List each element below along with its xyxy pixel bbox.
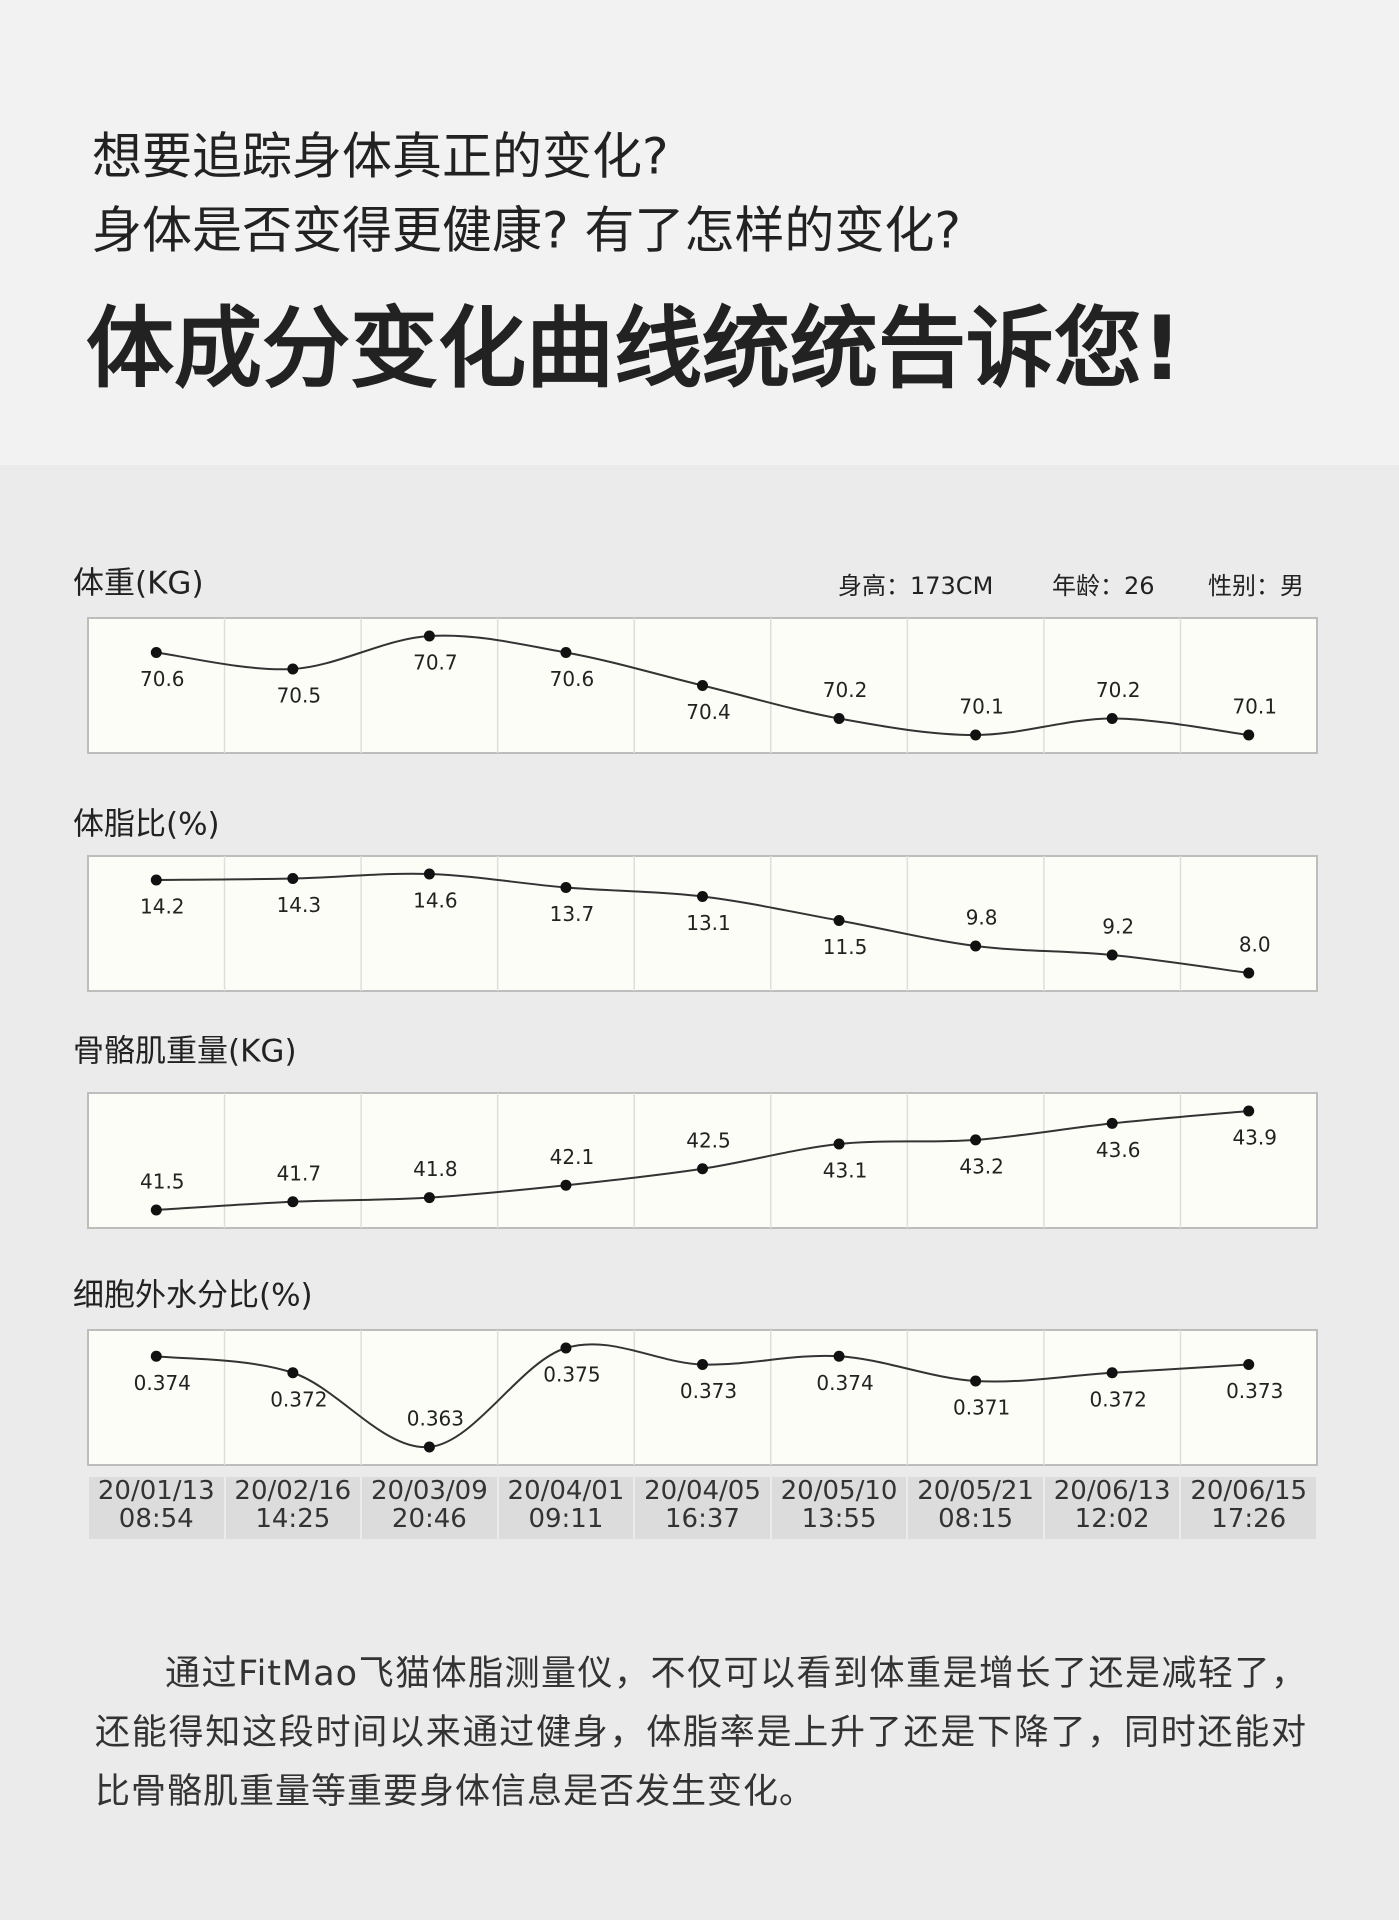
- data-label: 14.3: [277, 893, 322, 917]
- data-label: 70.2: [823, 678, 868, 702]
- data-label: 11.5: [823, 935, 868, 959]
- data-point: [970, 729, 982, 741]
- data-point: [1106, 713, 1118, 724]
- data-label: 13.1: [686, 911, 731, 935]
- data-point: [1106, 1367, 1118, 1379]
- data-label: 42.1: [550, 1145, 595, 1169]
- data-label: 43.6: [1096, 1138, 1141, 1162]
- data-point: [1243, 1105, 1255, 1117]
- plot-box: [87, 1329, 1318, 1466]
- data-label: 70.1: [959, 695, 1004, 719]
- data-point: [423, 1441, 435, 1453]
- data-point: [423, 630, 435, 642]
- data-label: 41.5: [140, 1170, 185, 1194]
- data-label: 9.2: [1102, 915, 1134, 939]
- data-point: [697, 891, 708, 902]
- header-bg: [0, 0, 1399, 465]
- data-label: 41.7: [277, 1161, 322, 1185]
- data-point: [1106, 1117, 1118, 1129]
- data-label: 9.8: [966, 906, 998, 930]
- x-tick-label: 20/05/10 13:55: [771, 1477, 907, 1539]
- x-tick-label: 20/05/21 08:15: [908, 1477, 1043, 1539]
- data-point: [287, 873, 299, 884]
- data-point: [1243, 729, 1255, 741]
- data-label: 14.6: [413, 889, 458, 913]
- data-label: 0.374: [134, 1371, 191, 1395]
- data-label: 70.5: [277, 684, 322, 708]
- data-label: 0.375: [543, 1363, 600, 1387]
- x-tick-label: 20/03/09 20:46: [362, 1477, 497, 1539]
- data-point: [697, 1359, 708, 1370]
- data-point: [560, 882, 572, 893]
- data-point: [833, 1138, 845, 1150]
- data-label: 70.2: [1096, 678, 1141, 702]
- data-point: [150, 1350, 162, 1362]
- data-point: [287, 663, 299, 675]
- x-tick-label: 20/01/13 08:54: [89, 1477, 224, 1539]
- data-point: [1106, 949, 1118, 961]
- chart-title: 细胞外水分比(%): [73, 1278, 313, 1314]
- data-label: 70.7: [413, 651, 458, 675]
- data-label: 43.9: [1232, 1126, 1277, 1150]
- x-tick-label: 20/02/16 14:25: [225, 1477, 361, 1539]
- chart-title: 体脂比(%): [73, 807, 220, 843]
- data-point: [697, 1163, 708, 1175]
- data-label: 41.8: [413, 1157, 458, 1181]
- data-point: [970, 1134, 982, 1146]
- data-point: [560, 647, 572, 658]
- paragraph: 通过FitMao飞猫体脂测量仪，不仅可以看到体重是增长了还是减轻了，还能得知这段…: [95, 1654, 1307, 1812]
- data-point: [697, 680, 708, 691]
- data-label: 0.373: [1226, 1379, 1283, 1403]
- annotation: 身高：173CM: [838, 572, 993, 600]
- data-point: [833, 1350, 845, 1362]
- annotation: 年龄：26: [1052, 572, 1155, 600]
- x-tick-label: 20/04/01 09:11: [498, 1477, 634, 1539]
- data-label: 70.1: [1232, 695, 1277, 719]
- data-point: [150, 647, 162, 658]
- data-label: 0.372: [270, 1387, 327, 1411]
- data-point: [287, 1196, 299, 1208]
- plot-box: [87, 617, 1318, 754]
- data-label: 0.371: [953, 1396, 1010, 1420]
- data-label: 0.363: [407, 1407, 464, 1431]
- data-label: 70.6: [550, 667, 595, 691]
- data-label: 0.373: [680, 1379, 737, 1403]
- x-tick-label: 20/04/05 16:37: [635, 1477, 770, 1539]
- data-point: [150, 1204, 162, 1216]
- headline: 体成分变化曲线统统告诉您!: [86, 297, 1182, 400]
- header-line: 想要追踪身体真正的变化?: [92, 128, 669, 186]
- data-label: 13.7: [550, 902, 595, 926]
- data-point: [1243, 967, 1255, 979]
- data-label: 14.2: [140, 895, 185, 919]
- data-point: [423, 1192, 435, 1204]
- chart-title: 骨骼肌重量(KG): [73, 1034, 297, 1070]
- data-label: 70.4: [686, 700, 731, 724]
- data-label: 43.1: [823, 1159, 868, 1183]
- x-tick-label: 20/06/15 17:26: [1181, 1477, 1316, 1539]
- data-label: 0.372: [1090, 1387, 1147, 1411]
- data-point: [150, 874, 162, 886]
- x-tick-label: 20/06/13 12:02: [1044, 1477, 1180, 1539]
- data-label: 70.6: [140, 667, 185, 691]
- chart-title: 体重(KG): [73, 566, 204, 602]
- header-line: 身体是否变得更健康? 有了怎样的变化?: [92, 202, 961, 260]
- data-label: 8.0: [1239, 933, 1271, 957]
- data-point: [423, 868, 435, 880]
- data-label: 43.2: [959, 1154, 1004, 1178]
- data-point: [833, 915, 845, 926]
- data-point: [560, 1179, 572, 1191]
- data-label: 42.5: [686, 1128, 731, 1152]
- data-point: [970, 940, 982, 952]
- data-point: [560, 1342, 572, 1354]
- data-point: [287, 1367, 299, 1379]
- data-point: [970, 1375, 982, 1387]
- annotation: 性别：男: [1208, 572, 1304, 600]
- data-point: [833, 713, 845, 724]
- data-label: 0.374: [816, 1371, 873, 1395]
- series-line: [156, 1343, 1249, 1449]
- data-point: [1243, 1359, 1255, 1370]
